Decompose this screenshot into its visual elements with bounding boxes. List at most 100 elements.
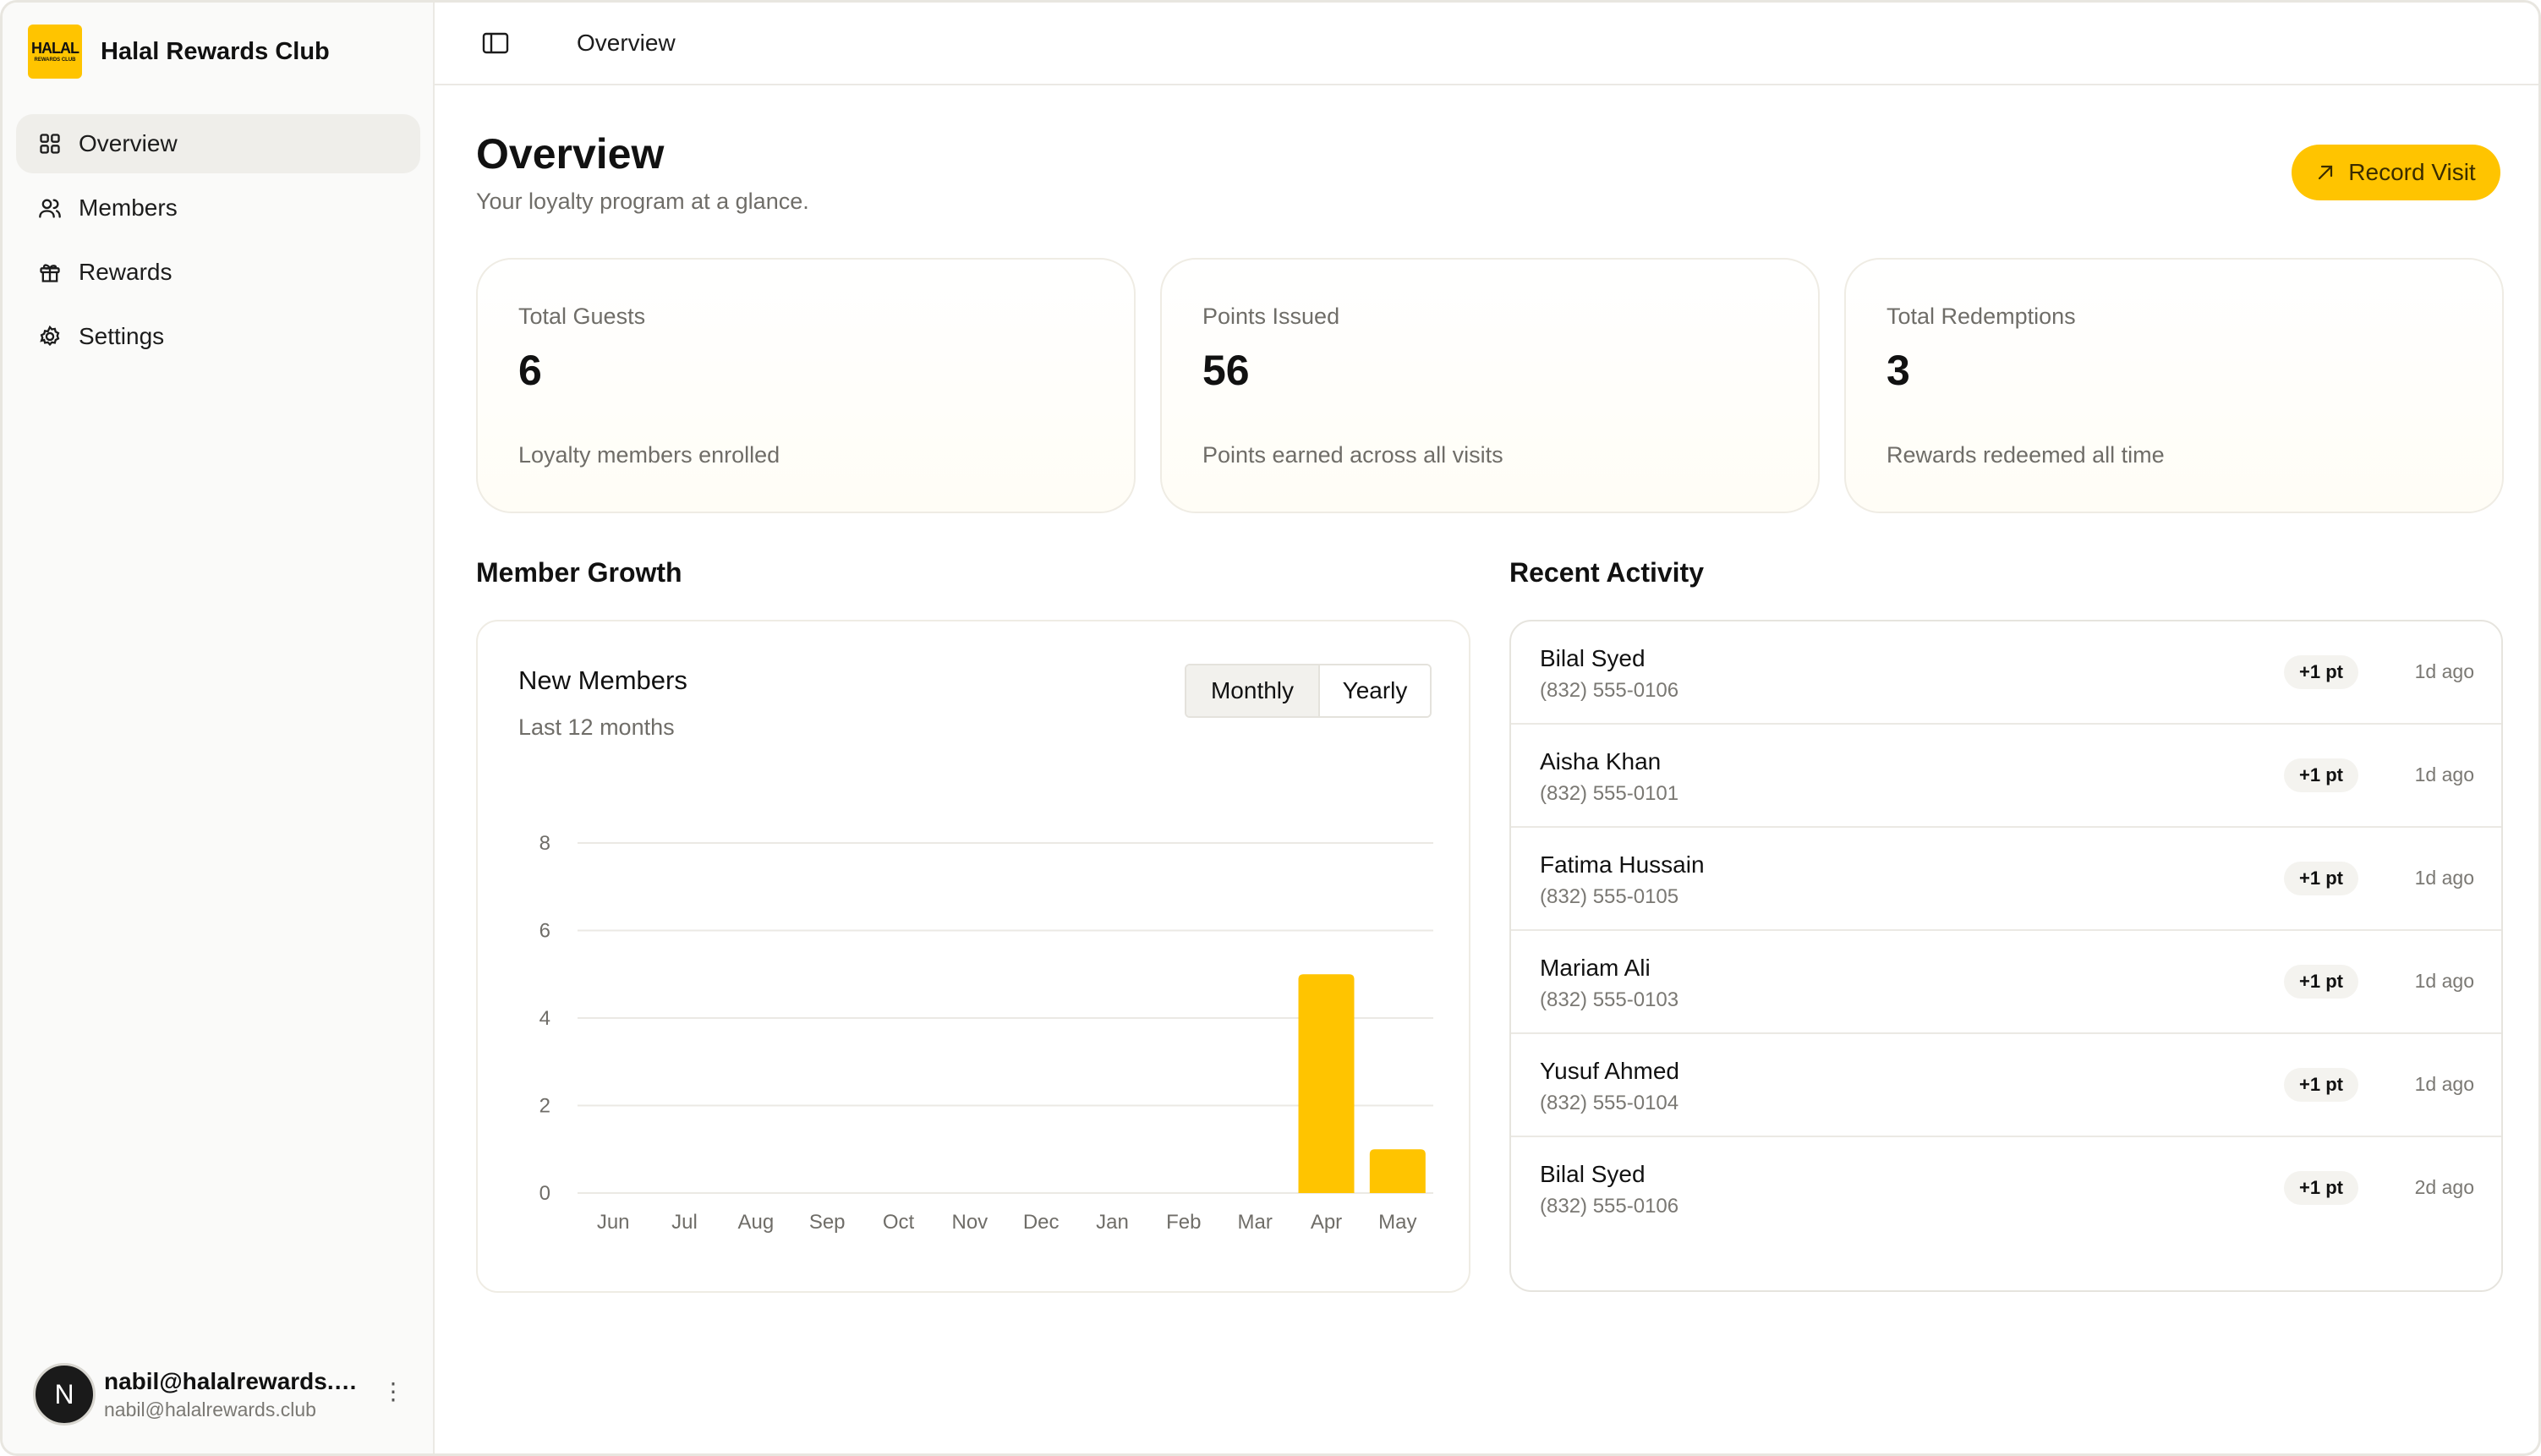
member-name: Bilal Syed	[1540, 1161, 1646, 1187]
x-tick-label: Apr	[1311, 1211, 1342, 1234]
x-tick-label: Jan	[1096, 1211, 1129, 1234]
brand[interactable]: HALAL REWARDS CLUB Halal Rewards Club	[28, 25, 330, 79]
sidebar-nav: Overview Members Rewards Settings	[16, 114, 420, 371]
user-email: nabil@halalrewards.club	[104, 1398, 316, 1420]
sidebar-item-label: Settings	[79, 323, 165, 349]
points-badge: +1 pt	[2284, 655, 2358, 689]
sidebar-item-label: Members	[79, 194, 178, 221]
page-subtitle: Your loyalty program at a glance.	[476, 189, 809, 214]
x-tick-label: Jul	[671, 1211, 698, 1234]
y-tick-label: 4	[539, 1007, 550, 1030]
y-tick-label: 2	[539, 1095, 550, 1118]
points-badge: +1 pt	[2284, 758, 2358, 792]
user-name: nabil@halalrewards.club	[104, 1367, 366, 1394]
x-tick-label: Feb	[1166, 1211, 1201, 1234]
more-vertical-icon[interactable]: ⋮	[381, 1378, 405, 1404]
recent-activity-list: Bilal Syed (832) 555-0106 +1 pt 1d ago Aisha…	[1509, 620, 2503, 1292]
x-tick-label: Nov	[951, 1211, 988, 1234]
member-phone: (832) 555-0106	[1540, 1195, 1679, 1218]
user-info: nabil@halalrewards.club nabil@halalrewar…	[104, 1368, 366, 1421]
sidebar-toggle-icon[interactable]	[482, 31, 509, 55]
users-icon	[39, 199, 61, 218]
x-tick-label: Mar	[1237, 1211, 1272, 1234]
stat-description: Points earned across all visits	[1202, 442, 1503, 468]
activity-time: 1d ago	[2414, 660, 2474, 682]
x-tick-label: Sep	[809, 1211, 846, 1234]
y-tick-label: 6	[539, 920, 550, 943]
gift-icon	[40, 264, 60, 282]
y-tick-label: 8	[539, 832, 550, 855]
stat-description: Rewards redeemed all time	[1887, 442, 2165, 468]
x-tick-label: Aug	[737, 1211, 774, 1234]
y-tick-label: 0	[539, 1182, 550, 1205]
points-badge: +1 pt	[2284, 1068, 2358, 1102]
record-visit-button[interactable]: Record Visit	[2292, 145, 2500, 200]
sidebar-item-members[interactable]: Members	[16, 178, 420, 238]
stat-value: 3	[1887, 347, 1910, 394]
chart-title: New Members	[518, 665, 687, 695]
x-tick-label: May	[1378, 1211, 1416, 1234]
x-tick-label: Jun	[597, 1211, 630, 1234]
monthly-toggle-button[interactable]: Monthly	[1186, 665, 1320, 716]
sidebar: HALAL REWARDS CLUB Halal Rewards Club Ov…	[3, 3, 435, 1453]
page-title: Overview	[476, 130, 665, 178]
member-name: Yusuf Ahmed	[1540, 1058, 1680, 1084]
stat-card-total-guests: Total Guests 6 Loyalty members enrolled	[476, 258, 1136, 513]
yearly-toggle-button[interactable]: Yearly	[1320, 665, 1430, 716]
activity-row[interactable]: Bilal Syed (832) 555-0106 +1 pt 1d ago	[1511, 621, 2501, 725]
activity-row[interactable]: Aisha Khan (832) 555-0101 +1 pt 1d ago	[1511, 725, 2501, 828]
bar-apr[interactable]	[1298, 974, 1355, 1193]
activity-row[interactable]: Fatima Hussain (832) 555-0105 +1 pt 1d ago	[1511, 828, 2501, 931]
activity-time: 1d ago	[2414, 867, 2474, 889]
activity-time: 2d ago	[2414, 1176, 2474, 1198]
avatar: N	[33, 1363, 96, 1426]
activity-time: 1d ago	[2414, 970, 2474, 992]
activity-time: 1d ago	[2414, 1073, 2474, 1095]
stat-label: Points Issued	[1202, 304, 1340, 329]
member-phone: (832) 555-0101	[1540, 782, 1679, 805]
activity-row[interactable]: Mariam Ali (832) 555-0103 +1 pt 1d ago	[1511, 931, 2501, 1034]
gear-icon	[40, 325, 60, 347]
member-name: Fatima Hussain	[1540, 851, 1705, 878]
activity-time: 1d ago	[2414, 764, 2474, 785]
breadcrumb: Overview	[577, 30, 676, 56]
stat-card-total-redemptions: Total Redemptions 3 Rewards redeemed all…	[1844, 258, 2504, 513]
topbar: Overview	[435, 3, 2538, 85]
sidebar-item-overview[interactable]: Overview	[16, 114, 420, 173]
member-phone: (832) 555-0105	[1540, 885, 1679, 908]
user-menu[interactable]: N nabil@halalrewards.club nabil@halalrew…	[33, 1360, 405, 1428]
period-toggle: Monthly Yearly	[1185, 664, 1432, 718]
grid-icon	[40, 134, 60, 154]
points-badge: +1 pt	[2284, 965, 2358, 999]
member-phone: (832) 555-0104	[1540, 1092, 1679, 1114]
activity-row[interactable]: Bilal Syed (832) 555-0106 +1 pt 2d ago	[1511, 1137, 2501, 1240]
brand-logo: HALAL REWARDS CLUB	[28, 25, 82, 79]
member-phone: (832) 555-0106	[1540, 679, 1679, 702]
member-name: Aisha Khan	[1540, 748, 1662, 775]
points-badge: +1 pt	[2284, 1171, 2358, 1205]
bar-chart: 0 2 4 6 8 Jun Jul Aug Sep Oct Nov Dec Jan Feb Mar Apr Ma…	[539, 832, 1433, 1234]
stat-label: Total Redemptions	[1887, 304, 2076, 329]
sidebar-item-label: Rewards	[79, 259, 173, 285]
sidebar-item-settings[interactable]: Settings	[16, 307, 420, 366]
member-name: Mariam Ali	[1540, 955, 1651, 981]
bar-may[interactable]	[1369, 1149, 1426, 1193]
stat-label: Total Guests	[518, 304, 646, 329]
stat-value: 56	[1202, 347, 1250, 394]
stat-card-points-issued: Points Issued 56 Points earned across al…	[1160, 258, 1820, 513]
recent-activity-heading: Recent Activity	[1509, 557, 1704, 588]
member-growth-card: New Members Last 12 months Monthly Yearl…	[476, 620, 1470, 1293]
arrow-up-right-icon	[2319, 165, 2333, 180]
sidebar-item-rewards[interactable]: Rewards	[16, 243, 420, 302]
record-visit-label: Record Visit	[2348, 159, 2476, 185]
sidebar-item-label: Overview	[79, 130, 178, 156]
x-tick-label: Oct	[883, 1211, 915, 1234]
brand-name: Halal Rewards Club	[101, 37, 330, 65]
member-name: Bilal Syed	[1540, 645, 1646, 671]
stat-value: 6	[518, 347, 542, 394]
activity-row[interactable]: Yusuf Ahmed (832) 555-0104 +1 pt 1d ago	[1511, 1034, 2501, 1137]
points-badge: +1 pt	[2284, 862, 2358, 895]
member-phone: (832) 555-0103	[1540, 988, 1679, 1011]
x-tick-label: Dec	[1023, 1211, 1060, 1234]
